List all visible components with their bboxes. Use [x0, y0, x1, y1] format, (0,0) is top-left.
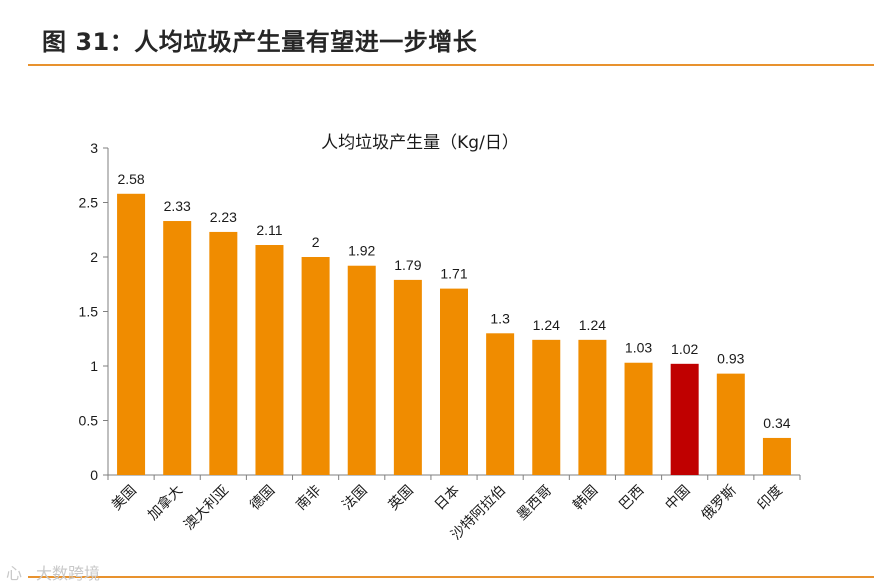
top-divider: [28, 64, 874, 66]
data-label: 1.79: [394, 257, 421, 273]
bar: [393, 279, 422, 475]
bar: [716, 373, 745, 475]
y-tick-label: 1.5: [79, 304, 99, 320]
bar: [486, 333, 515, 475]
figure-title: 图 31：人均垃圾产生量有望进一步增长: [42, 28, 478, 56]
x-tick-label: 美国: [109, 483, 140, 514]
data-label: 2.58: [117, 171, 144, 187]
bar: [532, 339, 561, 475]
data-label: 1.24: [579, 317, 606, 333]
chart-title: 人均垃圾产生量（Kg/日）: [321, 133, 519, 153]
watermark-logo-icon: 心: [6, 564, 23, 583]
x-tick-label: 澳大利亚: [181, 483, 232, 534]
data-label: 1.92: [348, 243, 375, 259]
x-tick-label: 印度: [755, 483, 786, 514]
bars: [117, 193, 791, 475]
x-tick-label: 韩国: [570, 483, 601, 514]
bar: [670, 363, 699, 475]
data-label: 1.03: [625, 340, 652, 356]
x-tick-label: 墨西哥: [514, 483, 555, 524]
y-tick-label: 2: [90, 249, 98, 265]
bar: [301, 257, 330, 475]
bar: [209, 231, 238, 475]
data-label: 2.33: [164, 198, 191, 214]
y-tick-label: 0: [90, 467, 98, 483]
bottom-divider: [28, 576, 874, 578]
data-label: 2.11: [256, 222, 282, 238]
watermark: 心大数跨境: [6, 560, 100, 584]
data-label: 2: [312, 234, 320, 250]
x-tick-label: 南非: [293, 483, 324, 514]
y-tick-label: 2.5: [79, 195, 99, 211]
x-tick-label: 日本: [432, 483, 463, 514]
x-tick-label: 中国: [662, 483, 693, 514]
x-tick-label: 加拿大: [144, 482, 186, 524]
data-label: 0.93: [717, 351, 744, 367]
x-tick-label: 德国: [247, 483, 278, 514]
data-label: 1.24: [533, 317, 560, 333]
x-tick-label: 法国: [339, 483, 370, 514]
data-label: 1.02: [671, 341, 698, 357]
bar: [578, 339, 607, 475]
y-tick-label: 0.5: [79, 413, 99, 429]
bar: [762, 437, 791, 475]
bar: [347, 265, 376, 475]
x-tick-label: 俄罗斯: [699, 483, 740, 524]
watermark-text: 大数跨境: [36, 564, 101, 583]
bar: [624, 362, 653, 475]
bar: [440, 288, 468, 475]
data-label: 2.23: [210, 209, 237, 225]
bar: [163, 221, 192, 475]
x-tick-label: 英国: [385, 482, 417, 514]
data-label: 0.34: [763, 415, 790, 431]
y-tick-label: 3: [90, 140, 98, 156]
bar: [117, 193, 146, 475]
bar: [255, 245, 284, 475]
data-label: 1.3: [490, 310, 510, 326]
x-tick-label: 巴西: [616, 483, 647, 514]
value-labels: 2.58 2.33 2.23 2.11 2 1.92 1.79 1.71 1.3 1.24 1.24…: [117, 171, 790, 431]
y-tick-label: 1: [90, 358, 98, 374]
data-label: 1.71: [440, 266, 467, 282]
